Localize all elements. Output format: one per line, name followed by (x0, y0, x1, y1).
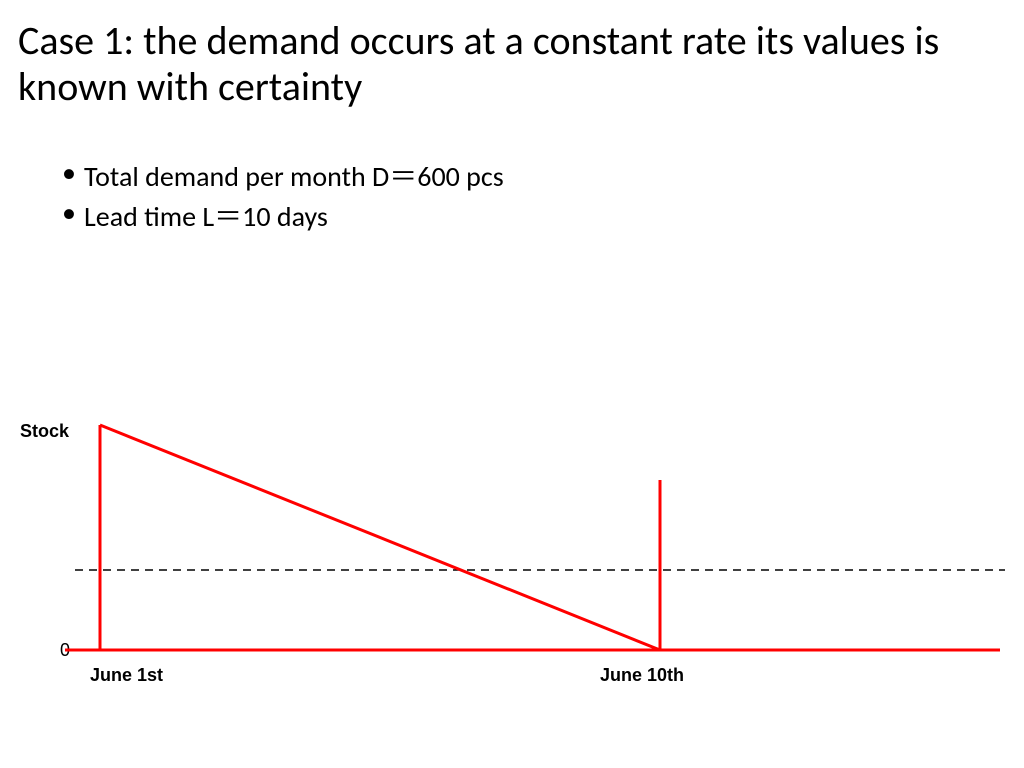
slide-title: Case 1: the demand occurs at a constant … (18, 18, 988, 110)
bullet-item: Lead time L＝10 days (62, 195, 504, 235)
slide: { "title": { "text": "Case 1: the demand… (0, 0, 1024, 768)
stock-chart (30, 395, 1010, 705)
bullet-list: Total demand per month D＝600 pcs Lead ti… (62, 155, 504, 235)
bullet-item: Total demand per month D＝600 pcs (62, 155, 504, 195)
